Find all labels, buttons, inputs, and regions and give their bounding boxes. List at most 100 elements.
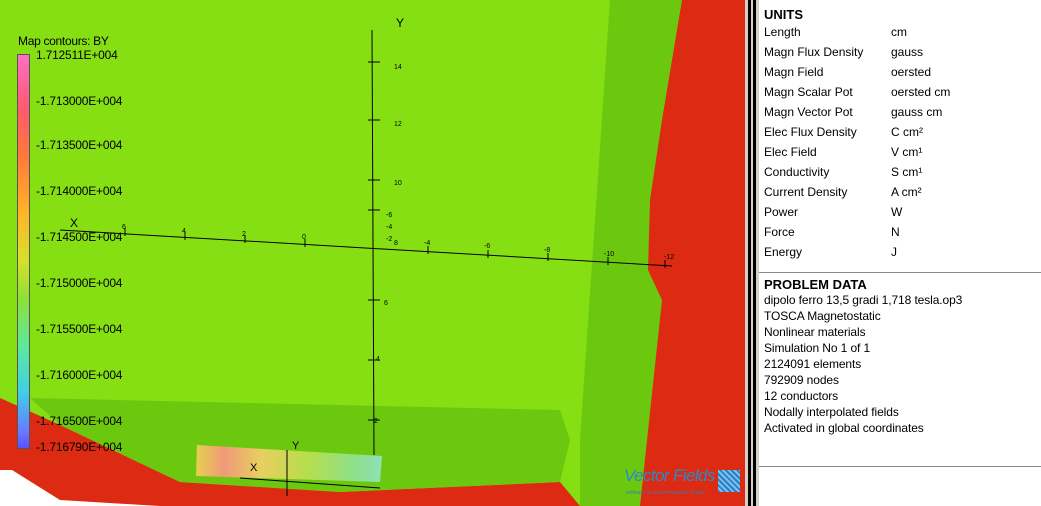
vector-fields-logo: Vector Fields software for electromagnet… xyxy=(624,466,742,500)
unit-name: Conductivity xyxy=(764,165,830,179)
y-tick-label: 12 xyxy=(394,121,402,128)
unit-name: Magn Flux Density xyxy=(764,45,864,59)
small-y-tick-label: -4 xyxy=(386,224,393,231)
problem-data-line: Activated in global coordinates xyxy=(764,421,924,435)
section-divider xyxy=(759,466,1041,467)
unit-name: Force xyxy=(764,225,795,239)
unit-row: Elec Field V cm¹ xyxy=(764,142,1041,162)
x-tick-label: -4 xyxy=(424,240,431,247)
inset-y-label: Y xyxy=(292,440,300,452)
unit-value: oersted xyxy=(891,65,932,79)
problem-data-line: 792909 nodes xyxy=(764,373,839,387)
unit-name: Magn Vector Pot xyxy=(764,105,853,119)
unit-row: Magn Vector Pot gauss cm xyxy=(764,102,1041,122)
x-tick-label: -10 xyxy=(604,251,615,258)
splitter-line xyxy=(748,0,751,506)
legend-title: Map contours: BY xyxy=(18,34,109,48)
problem-data-section: PROBLEM DATA dipolo ferro 13,5 gradi 1,7… xyxy=(759,278,1041,436)
y-axis-ticks xyxy=(368,61,380,421)
logo-mark-icon xyxy=(718,470,740,492)
x-tick-label: 6 xyxy=(122,224,126,231)
legend-label: -1.716500E+004 xyxy=(36,414,123,428)
unit-row: Power W xyxy=(764,202,1041,222)
unit-name: Magn Field xyxy=(764,65,824,79)
y-tick-label: 2 xyxy=(374,418,378,425)
right-iron-region xyxy=(640,0,745,506)
problem-data-line: Simulation No 1 of 1 xyxy=(764,341,871,355)
y-tick-label: 14 xyxy=(394,64,402,71)
problem-data-line: 2124091 elements xyxy=(764,357,862,371)
unit-value: W xyxy=(891,205,903,219)
unit-name: Length xyxy=(764,25,801,39)
problem-data-line: TOSCA Magnetostatic xyxy=(764,309,881,323)
unit-row: Magn Field oersted xyxy=(764,62,1041,82)
x-axis-line xyxy=(59,229,673,267)
gap-shade xyxy=(30,398,570,492)
unit-name: Energy xyxy=(764,245,803,259)
lower-iron-region xyxy=(0,398,580,506)
y-tick-label: 4 xyxy=(376,356,380,363)
unit-row: Length cm xyxy=(764,22,1041,42)
legend-label: -1.715000E+004 xyxy=(36,276,123,290)
small-y-tick-label: -6 xyxy=(386,212,393,219)
x-tick-label: -12 xyxy=(664,254,675,261)
unit-value: oersted cm xyxy=(891,85,951,99)
problem-data-line: Nonlinear materials xyxy=(764,325,866,339)
unit-value: A cm² xyxy=(891,185,922,199)
unit-value: J xyxy=(891,245,897,259)
x-axis-ticks xyxy=(124,228,666,268)
legend-label: 1.712511E+004 xyxy=(36,48,118,62)
model-viewport[interactable]: Y X 14 12 10 8 6 4 2 -6 -4 -2 6 4 2 0 -4… xyxy=(0,0,745,506)
units-list: Length cm Magn Flux Density gauss Magn Field… xyxy=(759,22,1041,262)
unit-value: gauss cm xyxy=(891,105,943,119)
inset-x-axis xyxy=(239,477,381,489)
y-tick-label: 8 xyxy=(394,240,398,247)
legend-label: -1.716790E+004 xyxy=(36,440,123,454)
x-tick-label: 0 xyxy=(302,234,306,241)
x-tick-label: -8 xyxy=(544,247,551,254)
unit-row: Force N xyxy=(764,222,1041,242)
x-tick-label: 4 xyxy=(182,228,186,235)
unit-value: N xyxy=(891,225,900,239)
legend-label: -1.714500E+004 xyxy=(36,230,123,244)
info-panel: UNITS Length cm Magn Flux Density gauss Magn… xyxy=(759,0,1041,506)
unit-row: Current Density A cm² xyxy=(764,182,1041,202)
problem-data-line: 12 conductors xyxy=(764,389,839,403)
legend-label: -1.713000E+004 xyxy=(36,94,123,108)
unit-name: Elec Flux Density xyxy=(764,125,857,139)
inset-x-label: X xyxy=(250,462,258,474)
panel-splitter[interactable] xyxy=(745,0,759,506)
splitter-line xyxy=(753,0,756,506)
unit-name: Magn Scalar Pot xyxy=(764,85,853,99)
y-axis-line xyxy=(371,29,375,456)
unit-name: Current Density xyxy=(764,185,848,199)
section-divider xyxy=(759,272,1041,273)
empty-region xyxy=(0,470,160,506)
unit-value: V cm¹ xyxy=(891,145,923,159)
unit-row: Energy J xyxy=(764,242,1041,262)
problem-data-line: Nodally interpolated fields xyxy=(764,405,899,419)
legend-label: -1.714000E+004 xyxy=(36,184,123,198)
unit-row: Elec Flux Density C cm² xyxy=(764,122,1041,142)
problem-data-line: dipolo ferro 13,5 gradi 1,718 tesla.op3 xyxy=(764,293,963,307)
x-tick-label: -6 xyxy=(484,243,491,250)
unit-row: Conductivity S cm¹ xyxy=(764,162,1041,182)
logo-text: Vector Fields xyxy=(624,466,715,485)
unit-value: cm xyxy=(891,25,907,39)
inset-contour-patch xyxy=(196,445,382,482)
unit-value: S cm¹ xyxy=(891,165,923,179)
y-tick-label: 6 xyxy=(384,300,388,307)
unit-row: Magn Flux Density gauss xyxy=(764,42,1041,62)
field-plot[interactable] xyxy=(0,0,745,506)
unit-value: C cm² xyxy=(891,125,923,139)
x-tick-label: 2 xyxy=(242,231,246,238)
contour-color-scale xyxy=(17,54,30,449)
problem-data-lines: dipolo ferro 13,5 gradi 1,718 tesla.op3 T… xyxy=(759,292,1041,436)
legend-label: -1.716000E+004 xyxy=(36,368,123,382)
units-title: UNITS xyxy=(764,7,803,22)
small-y-tick-label: -2 xyxy=(386,236,393,243)
legend-label: -1.715500E+004 xyxy=(36,322,123,336)
unit-name: Power xyxy=(764,205,799,219)
y-tick-label: 10 xyxy=(394,180,402,187)
x-axis-label: X xyxy=(70,216,79,230)
